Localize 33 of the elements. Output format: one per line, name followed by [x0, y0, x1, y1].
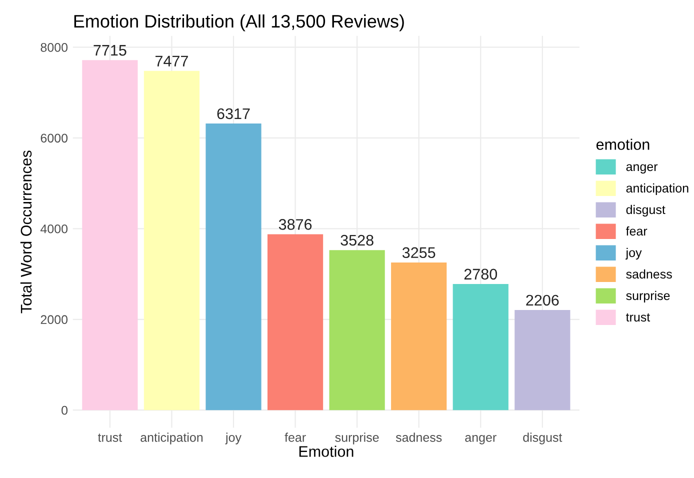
x-tick-label: trust	[98, 434, 122, 442]
x-tick-label: anticipation	[140, 432, 203, 444]
data-label: 7715	[94, 45, 126, 56]
legend-label: sadness	[626, 269, 672, 279]
data-label: 7477	[156, 56, 188, 66]
data-label: 2780	[464, 268, 498, 280]
x-tick-label: joy	[225, 432, 242, 444]
y-axis-title: Total Word Occurrences	[20, 150, 32, 314]
data-label: 2206	[526, 294, 559, 306]
x-tick-label: sadness	[396, 432, 442, 442]
data-label: 6317	[217, 108, 250, 120]
legend-label: joy	[626, 248, 642, 260]
legend-label: fear	[626, 226, 648, 236]
legend-label: surprise	[626, 290, 670, 303]
y-tick-label: 8000	[40, 42, 68, 52]
y-tick-label: 4000	[40, 224, 68, 234]
y-tick-label: 6000	[40, 134, 68, 143]
data-label: 3255	[402, 247, 436, 258]
y-tick-label: 0	[62, 406, 68, 415]
data-label: 3528	[340, 234, 374, 246]
y-tick-label: 2000	[40, 315, 68, 324]
legend-label: anticipation	[626, 183, 688, 196]
chart-title: Emotion Distribution (All 13,500 Reviews)	[74, 14, 404, 32]
x-tick-label: disgust	[523, 432, 562, 444]
x-tick-label: surprise	[335, 432, 379, 444]
legend-label: trust	[626, 313, 650, 322]
legend-label: anger	[626, 164, 658, 174]
x-tick-label: anger	[465, 435, 496, 444]
data-label: 3876	[278, 219, 312, 230]
legend-label: disgust	[626, 204, 666, 217]
x-axis-title: Emotion	[299, 446, 354, 457]
legend-title: emotion	[596, 138, 650, 150]
x-tick-label: fear	[284, 432, 306, 442]
